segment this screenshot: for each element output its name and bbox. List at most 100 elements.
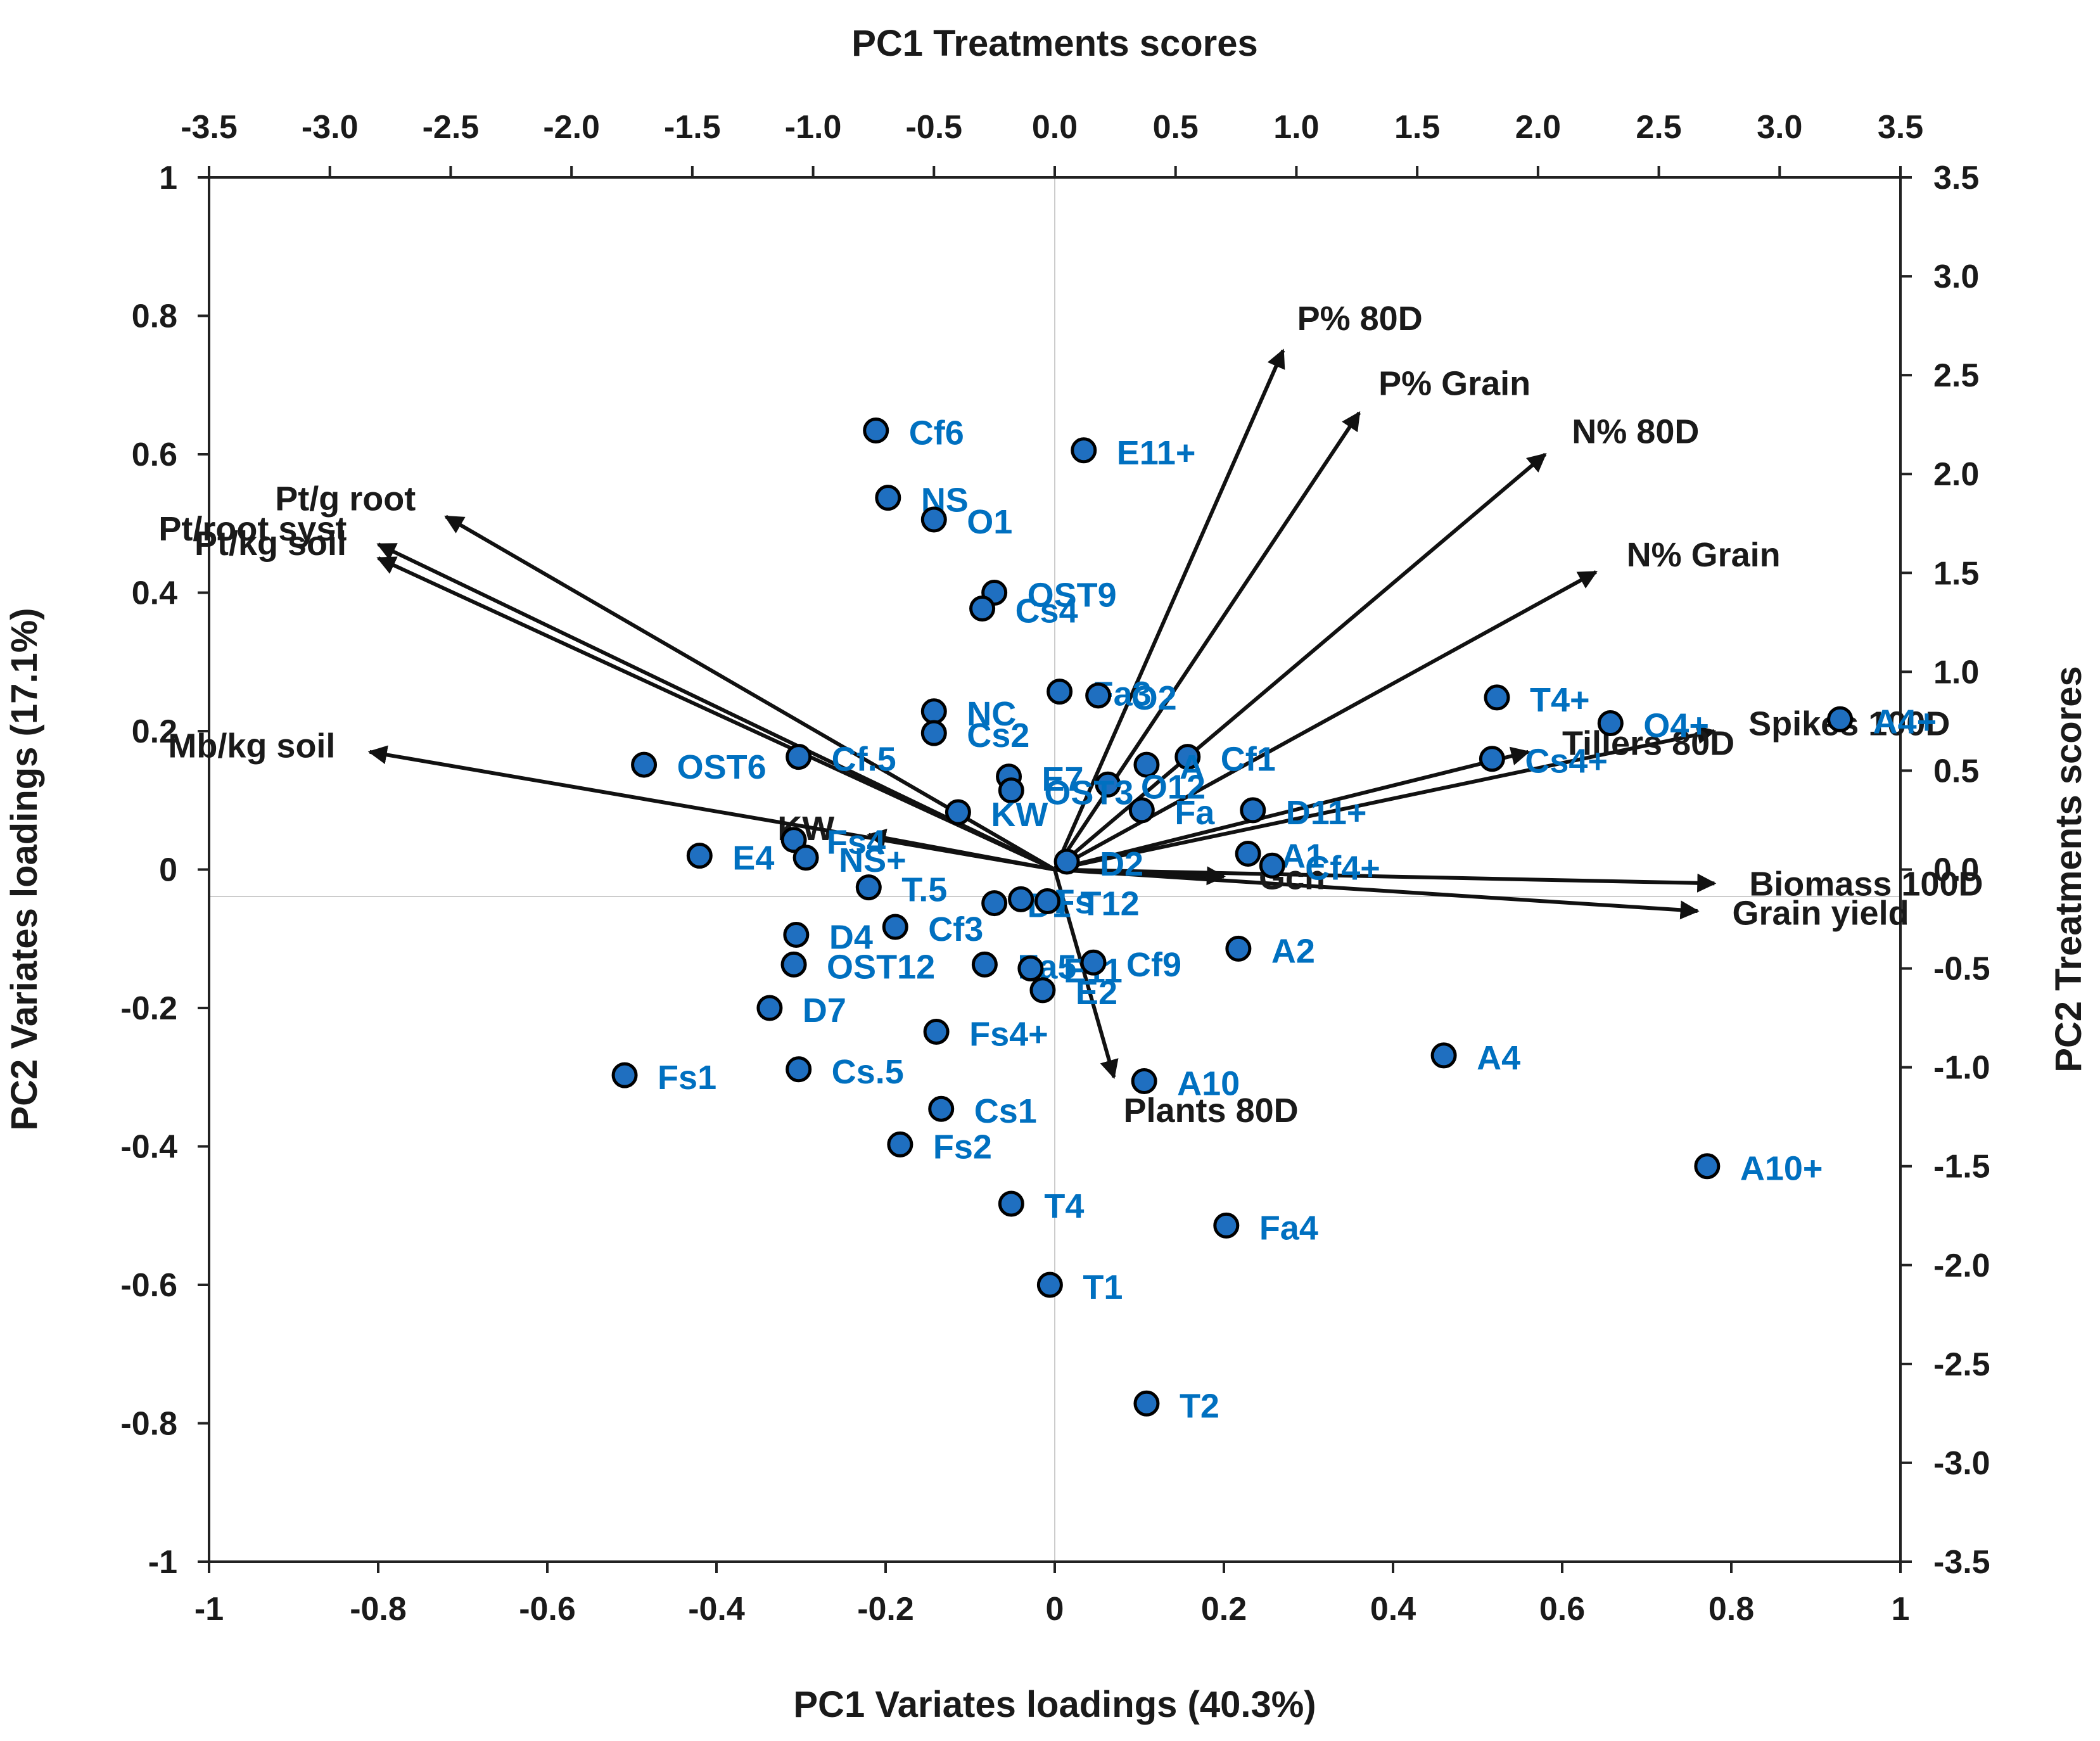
right-tick-label: -3.0: [1933, 1445, 1990, 1482]
treatment-point-fs1: [611, 1062, 638, 1088]
variate-label-pt-kg-soil: Pt/kg soil: [194, 525, 347, 563]
bottom-tick-label: 0.4: [1370, 1591, 1416, 1628]
right-tick-label: -1.0: [1933, 1050, 1990, 1087]
left-tick-label: -0.2: [120, 990, 177, 1027]
treatment-label-d4: D4: [829, 919, 873, 957]
treatment-point-cs4: [969, 595, 996, 622]
treatment-point-t-5: [855, 874, 882, 901]
treatment-point-a2: [1225, 935, 1252, 962]
treatment-label-ost12: OST12: [827, 948, 935, 986]
top-tick-label: 0.5: [1153, 109, 1199, 146]
treatment-point-cf3: [882, 914, 908, 940]
treatment-label-a2: A2: [1271, 932, 1315, 970]
variate-label-pt-root-syst: Pt/root syst: [158, 510, 347, 548]
treatment-label-cs4: Cs4+: [1525, 743, 1608, 781]
top-tick-label: 2.0: [1515, 109, 1561, 146]
treatment-label-cs2: Cs2: [967, 717, 1029, 755]
treatment-point-cs2: [920, 720, 947, 746]
treatment-point-ns: [792, 845, 819, 871]
treatment-label-fs: Fs: [1054, 883, 1094, 921]
treatment-label-a: A: [1180, 748, 1204, 786]
bottom-tick-label: 0: [1046, 1591, 1064, 1628]
left-tick-label: 0.6: [132, 437, 177, 473]
treatment-label-e7: E7: [1042, 760, 1084, 798]
treatment-label-t12: T12: [1081, 884, 1140, 922]
treatment-label-a1: A1: [1281, 838, 1325, 876]
right-tick-label: -2.0: [1933, 1247, 1990, 1284]
variate-arrow-biomass-100d: [1054, 867, 1717, 893]
right-tick-label: -3.5: [1933, 1544, 1990, 1581]
treatment-label-cf3: Cf3: [928, 910, 983, 948]
treatment-label-cf4: Cf4+: [1305, 849, 1380, 887]
left-tick-label: 0.8: [132, 298, 177, 335]
top-tick-label: 3.0: [1757, 109, 1802, 146]
bottom-tick-label: 0.2: [1201, 1591, 1247, 1628]
right-tick-label: -2.5: [1933, 1346, 1990, 1383]
treatment-label-a10: A10: [1177, 1064, 1240, 1102]
variate-arrow-pt-root-syst: [376, 542, 1056, 872]
variate-label-biomass-100d: Biomass 100D: [1749, 865, 1983, 903]
bottom-tick-label: 0.8: [1709, 1591, 1754, 1628]
treatment-label-d2: D2: [1100, 845, 1143, 883]
treatment-point-ost3: [998, 777, 1024, 804]
treatment-point-fa5: [971, 951, 998, 978]
right-tick-label: 2.5: [1933, 357, 1979, 394]
top-tick-label: 0.0: [1032, 109, 1078, 146]
top-tick-label: 1.5: [1394, 109, 1440, 146]
variate-arrow-grain-yield: [1054, 867, 1700, 920]
treatment-label-d11: D11+: [1286, 794, 1367, 832]
treatment-label-fs1: Fs1: [658, 1059, 716, 1097]
treatment-label-t-5: T.5: [901, 871, 947, 909]
treatment-point-a1: [1235, 841, 1261, 867]
right-tick-label: 3.5: [1933, 160, 1979, 196]
right-tick-label: 3.0: [1933, 258, 1979, 295]
left-axis-title: PC2 Variates loadings (17.1%): [4, 608, 45, 1130]
left-tick-label: 0.4: [132, 575, 177, 612]
variate-label-pt-g-root: Pt/g root: [275, 480, 416, 518]
variate-label-tillers-80d: Tillers 80D: [1562, 725, 1734, 763]
treatment-point-nc: [920, 698, 947, 725]
treatment-point-t2: [1133, 1390, 1160, 1417]
treatment-point-t4: [1484, 684, 1510, 711]
bottom-axis-title: PC1 Variates loadings (40.3%): [793, 1684, 1316, 1725]
treatment-label-cs-5: Cs.5: [832, 1053, 904, 1091]
treatment-label-t2: T2: [1180, 1387, 1219, 1425]
bottom-tick-label: -0.2: [857, 1591, 914, 1628]
variate-arrow-spikes-100d: [1054, 725, 1717, 872]
treatment-point-cf4: [1259, 852, 1285, 879]
treatment-point-a10: [1131, 1068, 1157, 1094]
top-tick-label: 2.5: [1636, 109, 1681, 146]
right-tick-label: 1.5: [1933, 555, 1979, 592]
treatment-label-fs4: Fs4+: [969, 1015, 1048, 1053]
right-tick-label: 0.5: [1933, 753, 1979, 789]
left-tick-label: -1: [148, 1544, 177, 1581]
top-tick-label: -2.0: [543, 109, 600, 146]
treatment-point-ost6: [631, 751, 658, 778]
treatment-label-t4: T4: [1044, 1187, 1084, 1225]
right-tick-label: -0.5: [1933, 951, 1990, 988]
treatment-point-o12: [1095, 771, 1121, 798]
ticks: -1 -0.8 -0.6 -0.4 -0.2 0 0.2 0.4 0.6 0.8 1-3.5 -3.0…: [120, 109, 1990, 1628]
variate-arrow-pt-kg-soil: [376, 556, 1056, 872]
left-tick-label: 1: [159, 160, 177, 196]
bottom-tick-label: -0.6: [519, 1591, 576, 1628]
right-tick-label: -1.5: [1933, 1149, 1990, 1185]
top-tick-label: -1.0: [785, 109, 842, 146]
top-tick-label: -1.5: [664, 109, 721, 146]
right-axis-title: PC2 Treatments scores: [2048, 666, 2089, 1073]
treatment-label-d7: D7: [803, 992, 846, 1030]
variate-arrow-gch: [1054, 866, 1226, 886]
treatment-point-fa4: [1213, 1212, 1240, 1239]
treatment-point-d11: [1240, 797, 1266, 824]
top-tick-label: -0.5: [905, 109, 962, 146]
top-tick-label: 3.5: [1878, 109, 1923, 146]
top-tick-label: -2.5: [423, 109, 480, 146]
treatment-point-a4: [1430, 1042, 1457, 1069]
treatment-label-cs1: Cs1: [974, 1092, 1037, 1130]
treatment-point-d2: [1053, 848, 1080, 875]
treatment-point-cs1: [928, 1095, 955, 1122]
left-tick-label: -0.8: [120, 1406, 177, 1443]
treatment-label-nc: NC: [967, 695, 1016, 733]
